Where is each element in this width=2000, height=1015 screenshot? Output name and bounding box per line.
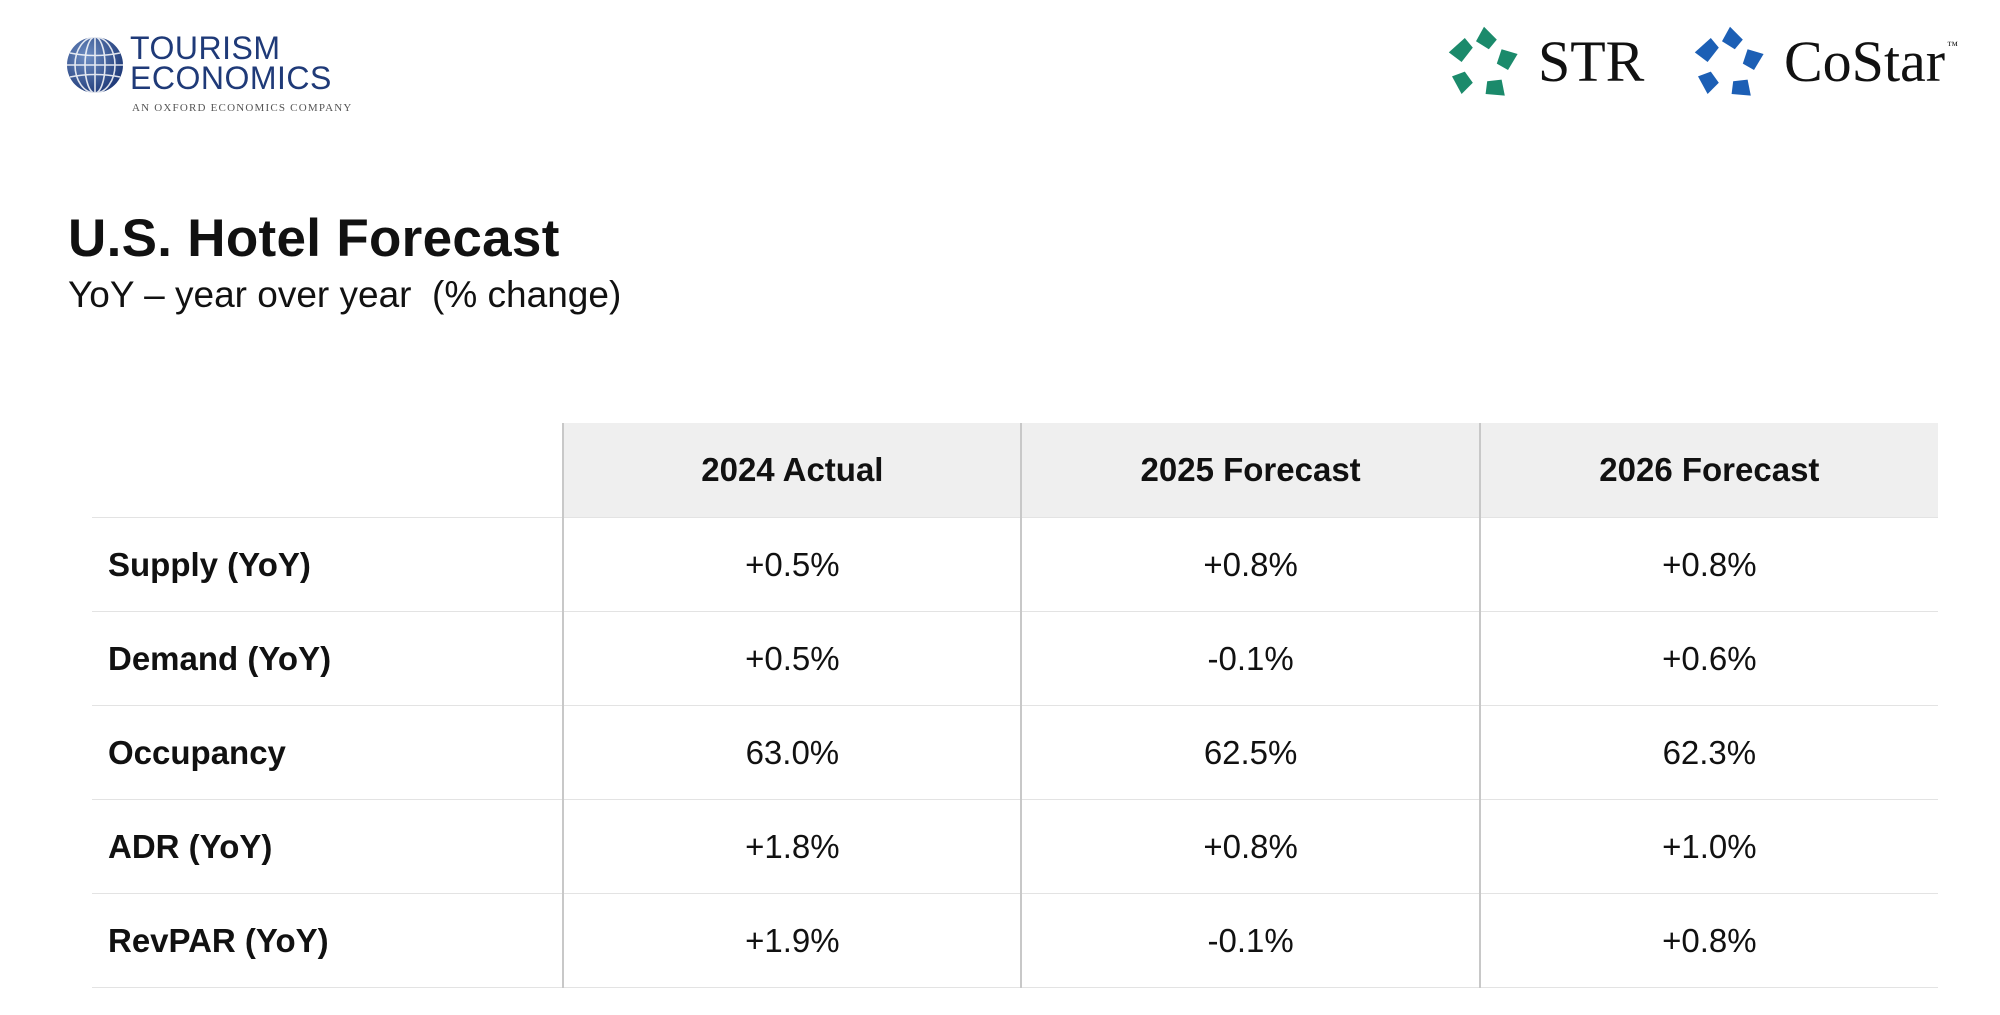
table-cell: -0.1% (1020, 893, 1480, 988)
tourism-economics-logo: TOURISM ECONOMICS AN OXFORD ECONOMICS CO… (64, 28, 404, 128)
column-header-2024-actual: 2024 Actual (562, 423, 1022, 518)
page-title: U.S. Hotel Forecast (68, 209, 560, 268)
tourism-logo-line1: TOURISM (130, 30, 281, 66)
row-label: Occupancy (92, 705, 564, 800)
table-row-revpar: RevPAR (YoY) +1.9% -0.1% +0.8% (92, 893, 1938, 988)
table-row-occupancy: Occupancy 63.0% 62.5% 62.3% (92, 705, 1938, 800)
table-cell: +1.0% (1478, 799, 1938, 894)
table-cell: +0.8% (1478, 517, 1938, 612)
tourism-logo-tagline: AN OXFORD ECONOMICS COMPANY (132, 102, 353, 114)
costar-trademark: ™ (1947, 40, 1958, 52)
table-row-demand: Demand (YoY) +0.5% -0.1% +0.6% (92, 611, 1938, 706)
row-label: Demand (YoY) (92, 611, 564, 706)
str-star-icon (1448, 26, 1518, 96)
table-row-supply: Supply (YoY) +0.5% +0.8% +0.8% (92, 517, 1938, 612)
globe-icon (67, 36, 123, 94)
row-label: Supply (YoY) (92, 517, 564, 612)
table-cell: +0.5% (562, 611, 1022, 706)
table-header-row: 2024 Actual 2025 Forecast 2026 Forecast (92, 423, 1938, 518)
table-cell: 62.3% (1478, 705, 1938, 800)
column-header-2025-forecast: 2025 Forecast (1020, 423, 1480, 518)
table-cell: +1.9% (562, 893, 1022, 988)
costar-name: CoStar (1784, 29, 1946, 94)
tourism-logo-line2: ECONOMICS (130, 60, 332, 96)
table-cell: 62.5% (1020, 705, 1480, 800)
costar-logo: CoStar ™ (1690, 22, 1958, 102)
table-cell: +0.8% (1020, 517, 1480, 612)
costar-logo-text: CoStar ™ (1784, 33, 1958, 91)
str-logo-text: STR (1538, 29, 1645, 94)
table-cell: +1.8% (562, 799, 1022, 894)
table-cell: 63.0% (562, 705, 1022, 800)
str-logo: STR (1444, 22, 1644, 102)
table-cell: +0.5% (562, 517, 1022, 612)
row-label: RevPAR (YoY) (92, 893, 564, 988)
table-cell: +0.8% (1020, 799, 1480, 894)
table-cell: -0.1% (1020, 611, 1480, 706)
costar-star-icon (1694, 26, 1764, 96)
table-cell: +0.6% (1478, 611, 1938, 706)
row-label: ADR (YoY) (92, 799, 564, 894)
page-subtitle: YoY – year over year (% change) (68, 274, 622, 315)
table-cell: +0.8% (1478, 893, 1938, 988)
column-header-2026-forecast: 2026 Forecast (1478, 423, 1938, 518)
table-row-adr: ADR (YoY) +1.8% +0.8% +1.0% (92, 799, 1938, 894)
forecast-table: 2024 Actual 2025 Forecast 2026 Forecast … (92, 423, 1938, 988)
header-blank-cell (92, 423, 564, 518)
